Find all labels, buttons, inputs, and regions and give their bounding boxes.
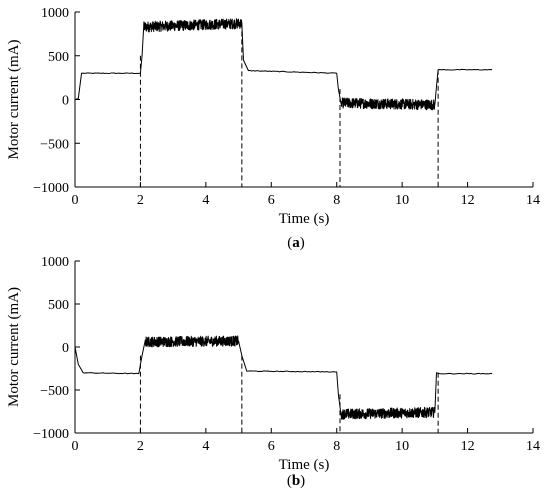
y-axis-label: Motor current (mA) [6,40,22,160]
x-axis-label: Time (s) [279,211,330,227]
current-series-line [74,335,493,420]
x-tick-label: 14 [526,439,540,454]
y-tick-label: −1000 [33,427,69,442]
y-tick-label: −1000 [33,181,69,196]
chart-panel-a: 0 2 4 6 8 10 12 14 1000 500 0 −500 −1000 Time (s) Moto… [6,6,540,251]
y-axis-label: Motor current (mA) [6,287,22,407]
x-tick-label: 8 [333,439,340,454]
x-tick-label: 8 [333,193,340,208]
y-tick-label: 0 [62,94,69,109]
x-tick-label: 14 [526,193,540,208]
x-tick-label: 10 [395,439,409,454]
current-series-line [74,18,493,111]
y-tick-label: 500 [48,298,69,313]
x-tick-label: 4 [202,439,209,454]
y-tick-label: 500 [48,50,69,65]
x-tick-label: 10 [395,193,409,208]
x-tick-label: 4 [202,193,209,208]
panel-caption: (a) [287,235,305,251]
y-tick-label: 1000 [41,255,69,270]
panel-caption: (b) [287,473,305,489]
x-tick-label: 2 [137,193,144,208]
y-tick-label: −500 [40,384,69,399]
x-tick-label: 2 [137,439,144,454]
x-tick-label: 12 [461,439,475,454]
y-tick-label: 0 [62,341,69,356]
chart-panel-b: 0 2 4 6 8 10 12 14 1000 500 0 −500 −1000 Time (s) Moto… [6,255,540,489]
x-axis-label: Time (s) [279,457,330,473]
y-tick-label: 1000 [41,6,69,21]
x-tick-label: 0 [72,193,79,208]
x-tick-label: 0 [72,439,79,454]
x-tick-label: 12 [461,193,475,208]
y-tick-label: −500 [40,137,69,152]
x-tick-label: 6 [268,193,275,208]
x-tick-label: 6 [268,439,275,454]
